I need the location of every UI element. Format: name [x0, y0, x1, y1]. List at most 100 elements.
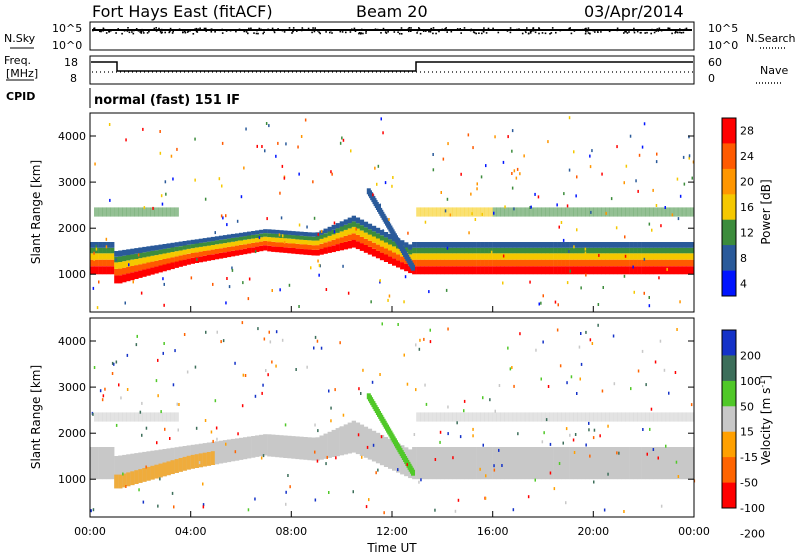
power-band-cell [379, 246, 385, 253]
velocity-colorbar-segment [722, 431, 736, 458]
power-band-cell [138, 253, 143, 259]
power-upper-band-cell [681, 207, 687, 217]
velocity-scatter-point [111, 372, 114, 375]
power-band-cell [420, 259, 425, 267]
power-band-cell [259, 233, 264, 238]
power-band-cell [520, 266, 526, 275]
noise-point [587, 27, 590, 29]
power-band-cell [456, 253, 461, 260]
velocity-band-cell [609, 447, 614, 480]
velocity-scatter-point [397, 323, 399, 326]
velocity-scatter-point [275, 330, 278, 334]
power-band-cell [601, 253, 606, 260]
power-scatter-point [172, 177, 174, 181]
power-scatter-point [347, 291, 350, 295]
power-band-cell [347, 217, 352, 224]
power-scatter-point [342, 138, 345, 142]
power-band-cell [267, 229, 272, 234]
noise-point [380, 32, 382, 34]
power-band-cell [452, 253, 457, 260]
power-scatter-point [573, 150, 575, 154]
power-band-cell [581, 247, 586, 254]
power-band-cell [170, 252, 175, 258]
velocity-band-cell [476, 447, 481, 480]
power-band-cell [230, 246, 236, 251]
power-scatter-point [298, 172, 300, 176]
power-band-cell [323, 228, 328, 234]
power-band-cell [428, 253, 433, 260]
velocity-upper-band-cell [516, 412, 522, 422]
power-band-cell [512, 247, 518, 254]
power-band-cell [251, 231, 256, 235]
velocity-scatter-point [489, 398, 491, 402]
power-band-cell [259, 229, 264, 234]
noise-point [534, 31, 537, 34]
power-band-cell [512, 259, 518, 267]
power-upper-band-cell [106, 207, 111, 217]
power-band-cell [186, 258, 191, 265]
noise-point [400, 33, 403, 35]
velocity-scatter-point [284, 423, 287, 427]
velocity-orange-cell [194, 454, 199, 468]
power-band-cell [383, 254, 389, 262]
power-band-cell [629, 247, 634, 254]
velocity-scatter-point [328, 389, 330, 393]
power-band-cell [166, 243, 171, 249]
power-upper-band-cell [545, 207, 550, 217]
power-band-cell [251, 247, 256, 253]
power-band-cell [633, 253, 638, 260]
velocity-upper-band-cell [581, 412, 586, 422]
power-band-cell [142, 269, 147, 277]
power-scatter-point [355, 227, 357, 231]
power-band-cell [500, 242, 505, 248]
power-band-cell [202, 242, 207, 247]
velocity-scatter-point [690, 403, 693, 407]
velocity-upper-band-cell [154, 412, 159, 422]
power-upper-band-cell [665, 207, 671, 217]
velocity-scatter-point [517, 432, 519, 436]
velocity-orange-cell [158, 463, 163, 478]
power-upper-band-cell [528, 207, 534, 217]
velocity-upper-band-cell [524, 412, 530, 422]
power-band-cell [617, 242, 622, 248]
noise-point [349, 31, 352, 33]
power-scatter-point [222, 216, 224, 220]
velocity-scatter-point [125, 485, 127, 488]
power-band-cell [673, 259, 679, 267]
power-band-cell [90, 259, 95, 267]
power-band-cell [363, 227, 369, 233]
noise-point [210, 31, 213, 33]
velocity-scatter-point [141, 433, 143, 437]
power-band-cell [476, 247, 481, 254]
velocity-scatter-point [247, 508, 250, 512]
power-upper-band-cell [472, 207, 477, 217]
power-band-cell [633, 266, 638, 275]
power-scatter-point [589, 165, 592, 169]
power-band-cell [585, 247, 590, 254]
velocity-upper-band-cell [94, 412, 99, 422]
power-band-cell [412, 259, 417, 267]
power-band-cell [279, 238, 284, 243]
velocity-scatter-point [381, 322, 383, 326]
power-scatter-point [377, 164, 380, 168]
power-scatter-point [688, 154, 691, 158]
noise-point [538, 32, 540, 35]
power-scatter-point [598, 253, 600, 257]
power-band-cell [359, 219, 365, 226]
power-upper-band-cell [468, 207, 473, 217]
power-scatter-point [94, 162, 96, 166]
noise-point [551, 27, 554, 29]
velocity-upper-band-cell [677, 412, 683, 422]
power-band-cell [379, 235, 385, 241]
power-band-cell [549, 266, 554, 275]
velocity-band-cell [464, 447, 469, 480]
velocity-band-cell [335, 428, 340, 457]
power-upper-band-cell [673, 207, 679, 217]
velocity-scatter-point [547, 385, 550, 388]
power-band-cell [569, 259, 574, 267]
power-scatter-point [467, 133, 470, 137]
power-band-cell [609, 253, 614, 260]
power-scatter-point [382, 229, 384, 233]
power-scatter-point [333, 230, 336, 234]
velocity-band-cell [516, 447, 522, 480]
